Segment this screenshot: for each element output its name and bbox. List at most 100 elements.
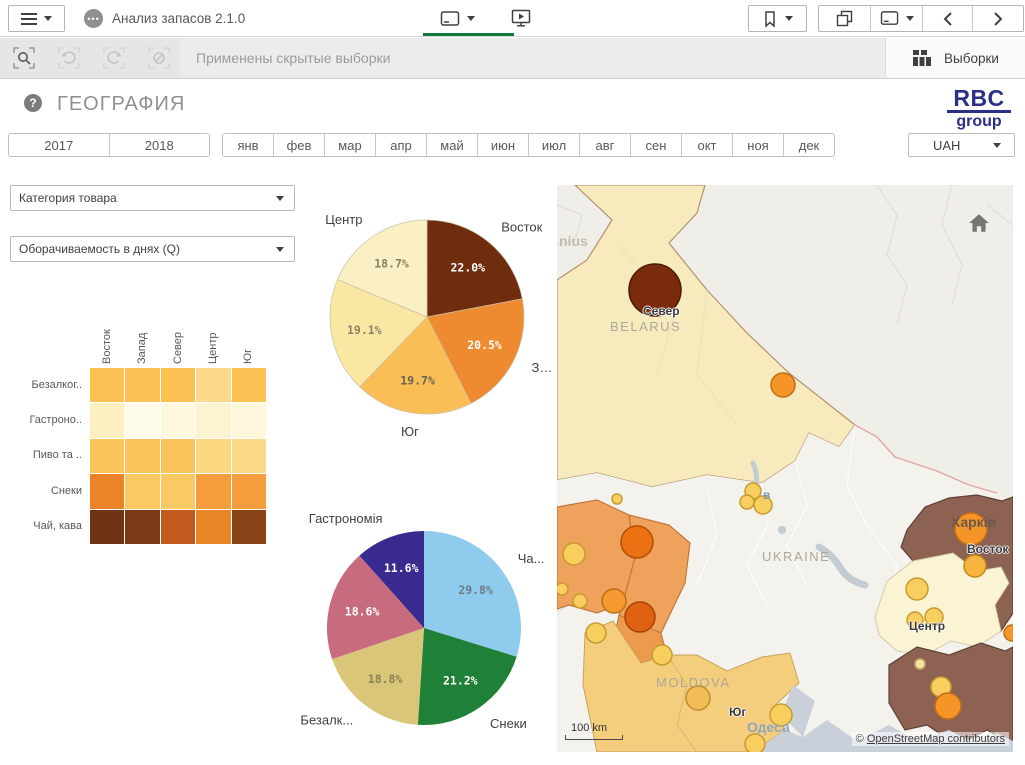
sheet-list-button[interactable] bbox=[871, 6, 923, 31]
heatmap-cell-Снеки-Восток[interactable] bbox=[90, 474, 124, 508]
currency-select[interactable]: UAH bbox=[908, 133, 1015, 157]
heatmap-cell-Безалког..-Запад[interactable] bbox=[125, 368, 159, 402]
month-button-янв[interactable]: янв bbox=[223, 134, 274, 156]
year-button-2017[interactable]: 2017 bbox=[9, 134, 110, 156]
map-bubble[interactable] bbox=[602, 589, 626, 613]
heatmap-cell-Гастроно..-Центр[interactable] bbox=[196, 403, 230, 437]
map-bubble[interactable] bbox=[964, 555, 986, 577]
map-bubble[interactable] bbox=[906, 578, 928, 600]
pie-slice-label: Снеки bbox=[490, 716, 527, 731]
map-bubble[interactable] bbox=[686, 686, 710, 710]
category-share-pie-chart[interactable]: 29.8%Ча...21.2%Снеки18.8%Безалк...18.6%1… bbox=[296, 504, 554, 750]
month-filter: янвфевмарапрмайиюниюлавгсеноктноядек bbox=[222, 133, 835, 157]
heatmap-cell-Гастроно..-Север[interactable] bbox=[161, 403, 195, 437]
chevron-down-icon bbox=[906, 16, 914, 21]
month-button-ноя[interactable]: ноя bbox=[733, 134, 784, 156]
map-bubble[interactable] bbox=[955, 513, 987, 545]
heatmap-cell-Гастроно..-Восток[interactable] bbox=[90, 403, 124, 437]
sheet-view-button[interactable] bbox=[438, 8, 477, 30]
map-bubble[interactable] bbox=[915, 659, 925, 669]
smart-search-button[interactable] bbox=[6, 42, 42, 74]
duplicate-sheet-button[interactable] bbox=[819, 6, 871, 31]
previous-sheet-button[interactable] bbox=[923, 6, 973, 31]
heatmap-cell-Снеки-Центр[interactable] bbox=[196, 474, 230, 508]
map-home-button[interactable] bbox=[967, 212, 991, 239]
map-bubble[interactable] bbox=[925, 608, 943, 626]
heatmap-cell-Гастроно..-Запад[interactable] bbox=[125, 403, 159, 437]
month-button-дек[interactable]: дек bbox=[784, 134, 834, 156]
map-bubble[interactable] bbox=[740, 495, 754, 509]
heatmap-row-headers: Безалког..Гастроно..Пиво та ..СнекиЧай, … bbox=[0, 368, 86, 544]
map-bubble[interactable] bbox=[1004, 625, 1013, 641]
heatmap-cell-Снеки-Юг[interactable] bbox=[232, 474, 266, 508]
bookmark-icon bbox=[762, 10, 778, 28]
heatmap-cell-Безалког..-Восток[interactable] bbox=[90, 368, 124, 402]
heatmap-cell-Снеки-Север[interactable] bbox=[161, 474, 195, 508]
map-bubble[interactable] bbox=[907, 612, 923, 628]
heatmap-cell-Пиво та ..-Запад[interactable] bbox=[125, 439, 159, 473]
selections-grid-icon bbox=[912, 49, 932, 67]
month-button-май[interactable]: май bbox=[427, 134, 478, 156]
heatmap-cell-Снеки-Запад[interactable] bbox=[125, 474, 159, 508]
global-menu-button[interactable] bbox=[8, 5, 65, 32]
map-bubble[interactable] bbox=[557, 583, 568, 595]
heatmap-cell-Гастроно..-Юг[interactable] bbox=[232, 403, 266, 437]
year-button-2018[interactable]: 2018 bbox=[110, 134, 210, 156]
month-button-окт[interactable]: окт bbox=[682, 134, 733, 156]
turnover-dropdown-label: Оборачиваемость в днях (Q) bbox=[19, 242, 180, 256]
heatmap-cell-Пиво та ..-Юг[interactable] bbox=[232, 439, 266, 473]
pie-slice-label: Безалк... bbox=[300, 712, 353, 727]
clear-selections-button[interactable] bbox=[141, 42, 177, 74]
map-bubble[interactable] bbox=[621, 526, 653, 558]
heatmap-cell-Чай, кава-Юг[interactable] bbox=[232, 510, 266, 544]
step-back-button[interactable] bbox=[51, 42, 87, 74]
heatmap-cell-Пиво та ..-Север[interactable] bbox=[161, 439, 195, 473]
turnover-dropdown[interactable]: Оборачиваемость в днях (Q) bbox=[10, 236, 295, 262]
month-button-июн[interactable]: июн bbox=[478, 134, 529, 156]
geo-bubble-map[interactable]: niusСеверBELARUSвUKRAINEХарківВостокЦент… bbox=[557, 185, 1013, 752]
map-bubble[interactable] bbox=[652, 645, 672, 665]
bookmarks-button[interactable] bbox=[748, 5, 807, 32]
heatmap-cell-Чай, кава-Восток[interactable] bbox=[90, 510, 124, 544]
heatmap-cell-Чай, кава-Запад[interactable] bbox=[125, 510, 159, 544]
heatmap-cell-Пиво та ..-Восток[interactable] bbox=[90, 439, 124, 473]
month-button-фев[interactable]: фев bbox=[274, 134, 325, 156]
map-bubble[interactable] bbox=[573, 594, 587, 608]
storytelling-button[interactable] bbox=[509, 7, 533, 30]
heatmap-cell-Чай, кава-Центр[interactable] bbox=[196, 510, 230, 544]
month-button-июл[interactable]: июл bbox=[529, 134, 580, 156]
map-bubble[interactable] bbox=[629, 264, 681, 316]
osm-attribution-link[interactable]: OpenStreetMap contributors bbox=[867, 733, 1005, 745]
top-navbar: ••• Анализ запасов 2.1.0 bbox=[0, 0, 1025, 37]
heatmap-cell-Безалког..-Юг[interactable] bbox=[232, 368, 266, 402]
chevron-down-icon bbox=[993, 143, 1001, 148]
clear-selections-icon bbox=[147, 46, 171, 70]
heatmap-cell-Безалког..-Север[interactable] bbox=[161, 368, 195, 402]
map-bubble[interactable] bbox=[586, 623, 606, 643]
region-share-pie-chart[interactable]: 22.0%Восток20.5%З…19.7%Юг19.1%18.7%Центр bbox=[302, 197, 554, 443]
map-bubble[interactable] bbox=[563, 543, 585, 565]
category-dropdown[interactable]: Категория товара bbox=[10, 185, 295, 211]
heatmap-cell-Пиво та ..-Центр[interactable] bbox=[196, 439, 230, 473]
selections-tool-toggle[interactable]: Выборки bbox=[885, 38, 1025, 78]
map-scale-label: 100 km bbox=[571, 722, 623, 734]
map-bubble[interactable] bbox=[745, 734, 765, 752]
heatmap-cell-Чай, кава-Север[interactable] bbox=[161, 510, 195, 544]
heatmap-row-label: Безалког.. bbox=[0, 368, 86, 403]
month-button-авг[interactable]: авг bbox=[580, 134, 631, 156]
map-bubble[interactable] bbox=[935, 693, 961, 719]
step-forward-button[interactable] bbox=[96, 42, 132, 74]
help-button[interactable]: ? bbox=[24, 94, 42, 112]
month-button-апр[interactable]: апр bbox=[376, 134, 427, 156]
next-sheet-button[interactable] bbox=[973, 6, 1023, 31]
map-bubble[interactable] bbox=[754, 496, 772, 514]
heatmap-cell-Безалког..-Центр[interactable] bbox=[196, 368, 230, 402]
map-bubble[interactable] bbox=[770, 704, 792, 726]
map-bubble[interactable] bbox=[625, 602, 655, 632]
map-scale: 100 km bbox=[565, 722, 623, 740]
map-bubble[interactable] bbox=[612, 494, 622, 504]
pie-value-label: 11.6% bbox=[384, 561, 419, 575]
month-button-мар[interactable]: мар bbox=[325, 134, 376, 156]
month-button-сен[interactable]: сен bbox=[631, 134, 682, 156]
map-bubble[interactable] bbox=[771, 373, 795, 397]
